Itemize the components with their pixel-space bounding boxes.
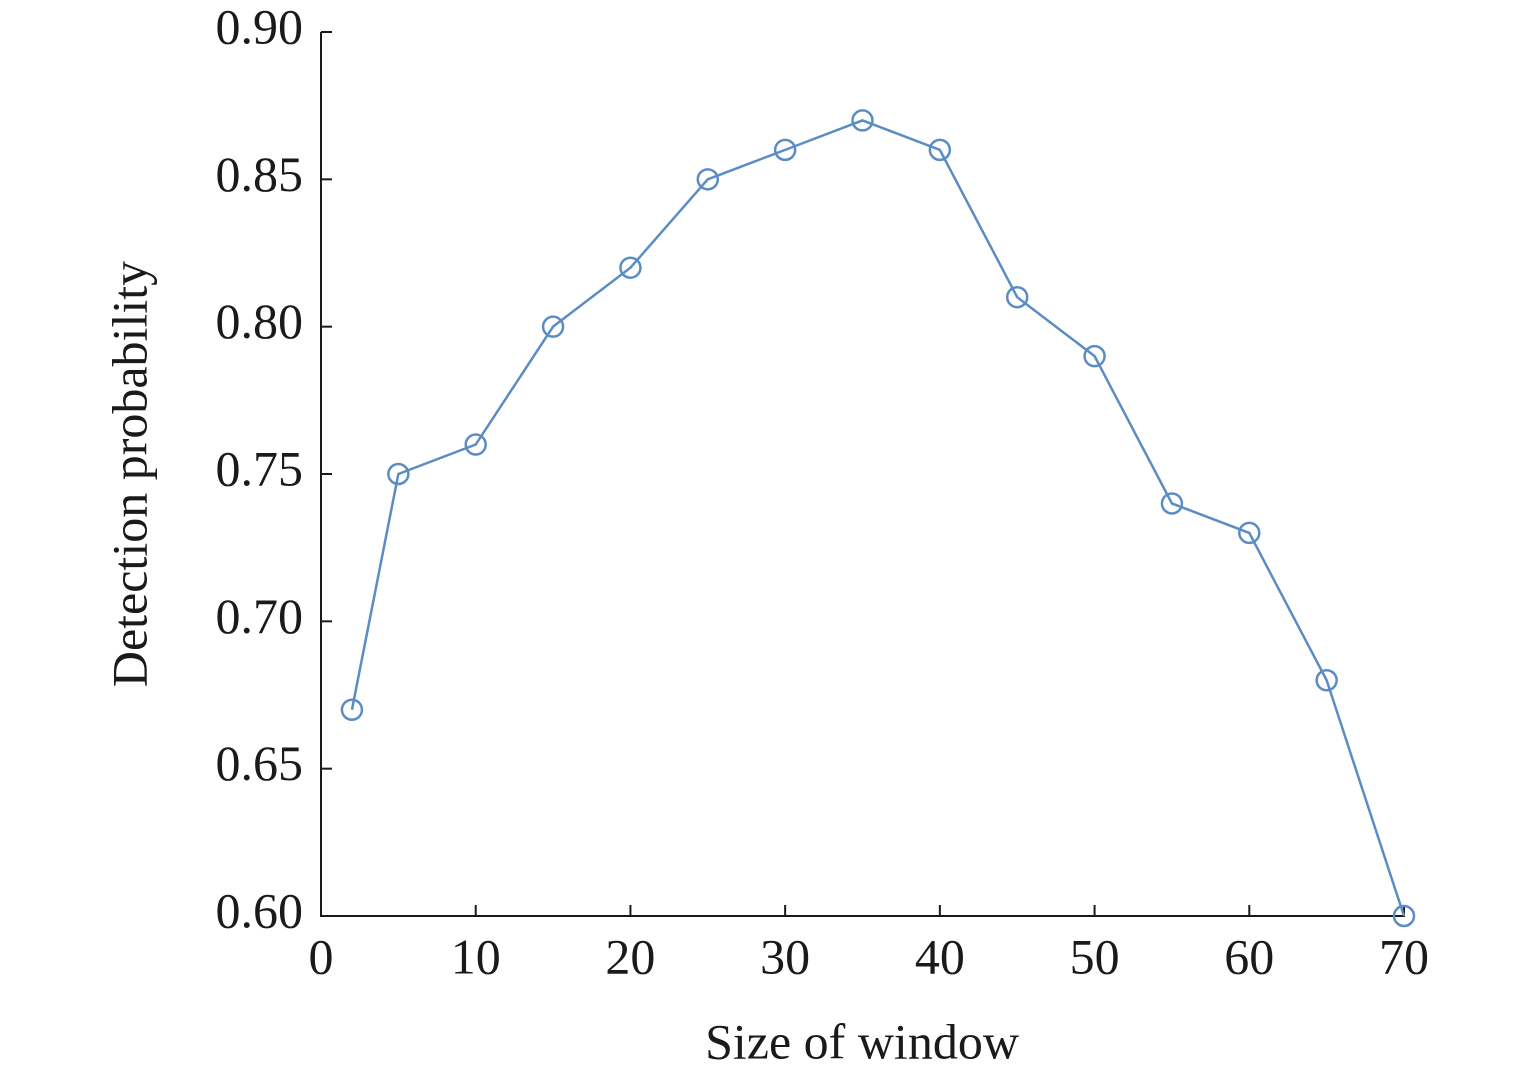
data-line	[350, 119, 1406, 917]
data-point	[619, 256, 642, 279]
data-point	[1005, 285, 1029, 309]
x-tick-label: 0	[309, 928, 334, 984]
data-point	[851, 109, 874, 132]
x-tick-label: 40	[915, 928, 965, 984]
y-tick-label: 0.70	[216, 588, 304, 644]
data-point	[696, 168, 720, 191]
y-tick-label: 0.80	[216, 293, 304, 349]
y-tick-label: 0.85	[216, 146, 304, 202]
x-tick-label: 70	[1379, 928, 1429, 984]
data-point	[340, 698, 364, 721]
y-tick-label: 0.75	[216, 440, 304, 496]
x-tick-label: 30	[760, 928, 810, 984]
data-point	[1315, 669, 1338, 692]
y-axis-label: Detection probability	[101, 261, 157, 687]
data-point	[1392, 904, 1416, 928]
data-point	[464, 433, 487, 456]
y-tick-label: 0.90	[216, 0, 304, 54]
x-tick-label: 50	[1070, 928, 1120, 984]
data-point	[1083, 344, 1106, 368]
x-axis-label: Size of window	[705, 1013, 1019, 1069]
y-tick-label: 0.65	[216, 735, 304, 791]
x-tick-label: 60	[1224, 928, 1274, 984]
data-point	[1160, 492, 1184, 515]
data-point	[928, 138, 952, 162]
data-point	[1238, 521, 1261, 545]
x-tick-label: 20	[605, 928, 655, 984]
x-tick-label: 10	[451, 928, 501, 984]
data-point	[387, 462, 410, 486]
data-point	[773, 138, 797, 162]
y-tick-label: 0.60	[216, 882, 304, 938]
data-point	[541, 315, 565, 338]
